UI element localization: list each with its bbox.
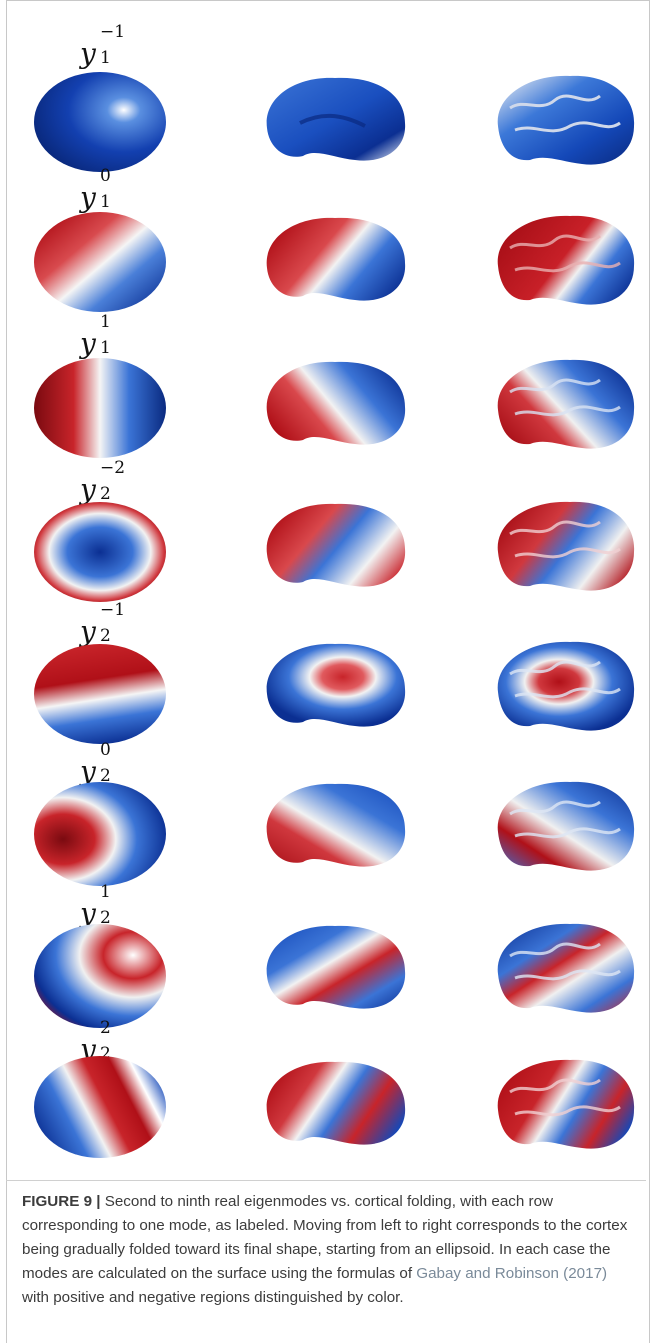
ellipsoid-surface: [34, 644, 166, 744]
figure-caption: FIGURE 9 | Second to ninth real eigenmod…: [22, 1190, 634, 1310]
mode-label: y −1 2: [80, 600, 126, 648]
folded-cortex-surface: [497, 641, 635, 731]
ellipsoid-surface: [34, 1056, 166, 1158]
caption-text-end: with positive and negative regions disti…: [22, 1289, 404, 1306]
partially-folded-cortex-surface: [266, 361, 406, 445]
folded-cortex-surface: [497, 215, 635, 305]
ellipsoid-surface: [34, 782, 166, 886]
folded-cortex-surface: [497, 781, 635, 871]
caption-text: Second to ninth real eigenmodes vs. cort…: [22, 1193, 628, 1282]
figure-frame: [6, 0, 650, 1343]
ellipsoid-surface: [34, 502, 166, 602]
ellipsoid-surface: [34, 72, 166, 172]
partially-folded-cortex-surface: [266, 925, 406, 1009]
caption-divider: [6, 1180, 646, 1181]
partially-folded-cortex-surface: [266, 77, 406, 161]
ellipsoid-surface: [34, 358, 166, 458]
mode-label: y −1 1: [80, 22, 126, 70]
mode-label: y −2 2: [80, 458, 126, 506]
ellipsoid-surface: [34, 212, 166, 312]
folded-cortex-surface: [497, 1059, 635, 1149]
partially-folded-cortex-surface: [266, 217, 406, 301]
mode-row: y −1 1: [0, 22, 652, 172]
partially-folded-cortex-surface: [266, 783, 406, 867]
figure-label: FIGURE 9 |: [22, 1193, 101, 1210]
folded-cortex-surface: [497, 501, 635, 591]
folded-cortex-surface: [497, 359, 635, 449]
partially-folded-cortex-surface: [266, 503, 406, 587]
ellipsoid-surface: [34, 924, 166, 1028]
mode-row: y −1 2: [0, 600, 652, 752]
folded-cortex-surface: [497, 923, 635, 1013]
partially-folded-cortex-surface: [266, 1061, 406, 1145]
folded-cortex-surface: [497, 75, 635, 165]
mode-row: y −2 2: [0, 460, 652, 606]
citation-link[interactable]: Gabay and Robinson (2017): [416, 1265, 608, 1282]
partially-folded-cortex-surface: [266, 643, 406, 727]
